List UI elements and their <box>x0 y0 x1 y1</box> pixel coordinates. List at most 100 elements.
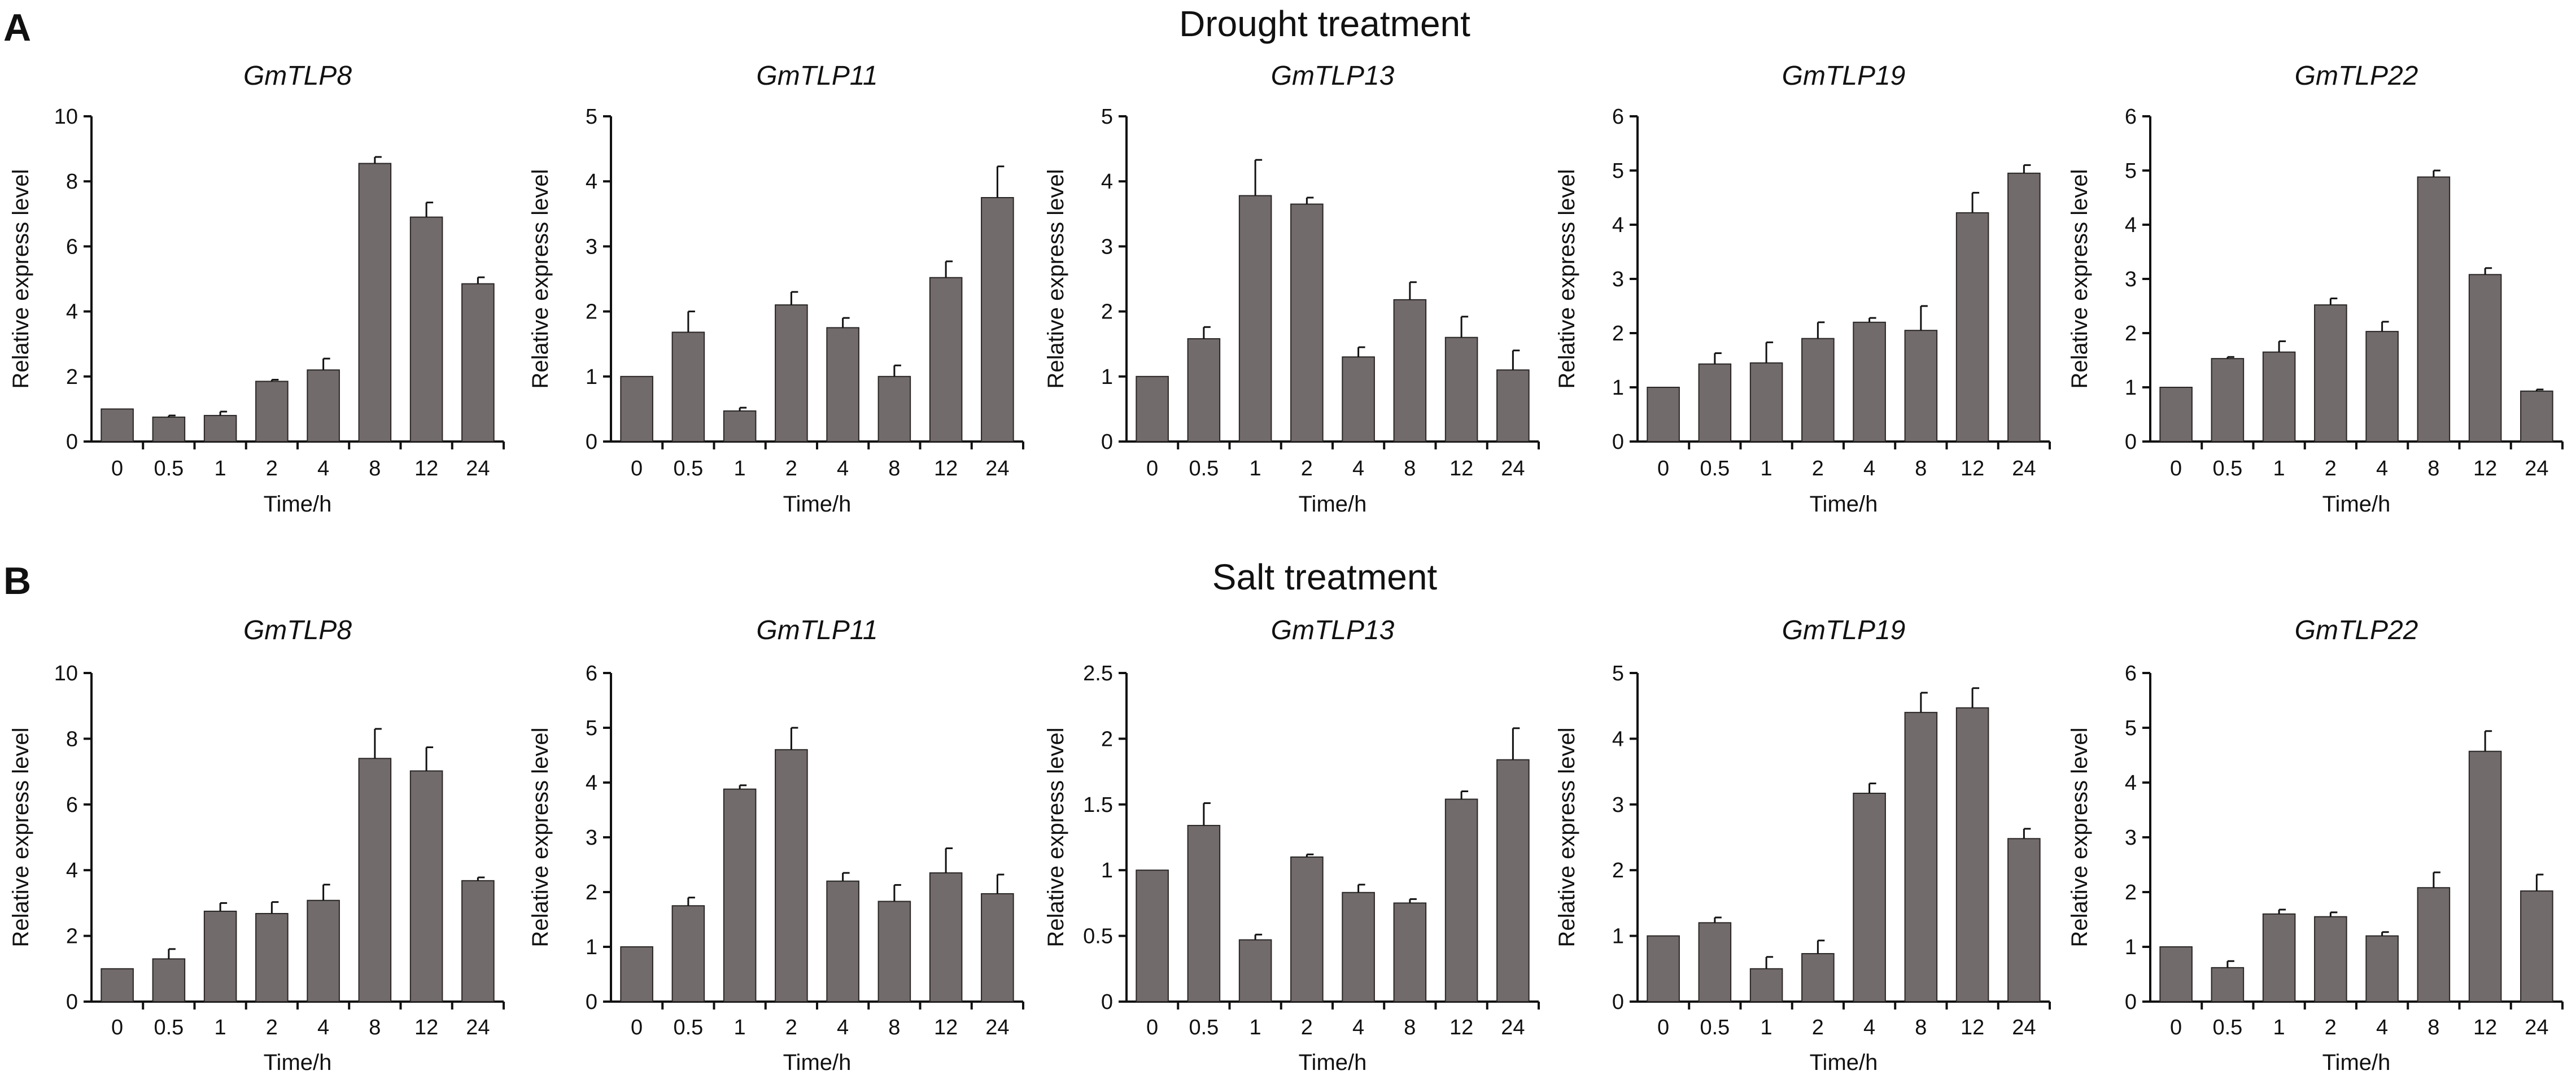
y-tick-label: 1 <box>1612 925 1624 949</box>
bar <box>1496 369 1530 443</box>
bar <box>101 968 134 1003</box>
bar <box>826 327 859 443</box>
x-tick-label: 0 <box>111 457 123 480</box>
panel-title-salt: Salt treatment <box>1212 557 1438 597</box>
y-tick-label: 2.5 <box>1083 662 1113 685</box>
x-tick-label: 0.5 <box>1700 457 1730 480</box>
bar <box>775 749 808 1003</box>
x-tick-label: 1 <box>1761 1016 1772 1039</box>
x-tick-label: 0.5 <box>1189 457 1219 480</box>
bar <box>1187 338 1221 443</box>
y-tick-label: 6 <box>2125 105 2137 129</box>
x-tick-label: 0 <box>1146 1016 1158 1039</box>
y-tick-label: 6 <box>2125 662 2137 685</box>
x-tick-label: 4 <box>317 1016 329 1039</box>
bar <box>2007 838 2041 1002</box>
x-tick-label: 24 <box>466 1016 490 1039</box>
x-tick-label: 0.5 <box>2212 457 2242 480</box>
y-tick-label: 0 <box>66 990 78 1014</box>
y-axis-label: Relative express level <box>1044 727 1068 947</box>
y-tick-label: 1 <box>1612 376 1624 400</box>
y-tick-label: 1 <box>1101 859 1113 882</box>
panel-letter-a: A <box>3 6 31 49</box>
y-tick-label: 4 <box>1101 170 1113 194</box>
x-tick-label: 12 <box>2473 1016 2497 1039</box>
x-tick-label: 2 <box>266 1016 278 1039</box>
x-tick-label: 1 <box>1250 457 1261 480</box>
x-tick-label: 4 <box>2376 457 2388 480</box>
x-tick-label: 12 <box>934 457 958 480</box>
bar <box>461 880 495 1002</box>
x-tick-label: 8 <box>1915 1016 1927 1039</box>
chart-title: GmTLP8 <box>243 61 352 91</box>
y-tick-label: 3 <box>1612 268 1624 291</box>
y-axis-label: Relative express level <box>2067 169 2092 388</box>
x-tick-label: 12 <box>414 457 438 480</box>
x-axis-label: Time/h <box>2322 1050 2391 1075</box>
x-tick-label: 1 <box>734 1016 746 1039</box>
bar <box>1904 711 1938 1002</box>
bar <box>620 946 653 1002</box>
bar <box>2417 887 2451 1002</box>
y-tick-label: 5 <box>586 105 597 129</box>
y-axis-label: Relative express level <box>1555 169 1579 388</box>
bar <box>723 410 757 443</box>
bar <box>2211 358 2245 442</box>
y-tick-label: 4 <box>66 300 78 324</box>
y-tick-label: 10 <box>54 105 78 129</box>
bar <box>2417 176 2451 442</box>
y-tick-label: 2 <box>1612 859 1624 882</box>
x-tick-label: 12 <box>1449 457 1473 480</box>
x-tick-label: 24 <box>2012 1016 2036 1039</box>
y-tick-label: 5 <box>2125 716 2137 740</box>
bar <box>2159 946 2193 1002</box>
y-tick-label: 3 <box>2125 826 2137 850</box>
bar <box>775 304 808 443</box>
bar <box>2520 390 2553 442</box>
x-tick-label: 1 <box>215 457 226 480</box>
bar <box>2365 935 2399 1002</box>
bar <box>1904 330 1938 443</box>
x-axis-label: Time/h <box>1299 1050 1367 1075</box>
x-tick-label: 4 <box>1863 457 1875 480</box>
x-tick-label: 2 <box>2325 1016 2337 1039</box>
bar <box>1749 362 1783 442</box>
x-tick-label: 0 <box>2170 457 2182 480</box>
bar <box>877 375 911 442</box>
x-tick-label: 1 <box>2273 457 2285 480</box>
x-tick-label: 24 <box>2525 457 2548 480</box>
x-axis-label: Time/h <box>264 492 332 517</box>
bar <box>929 277 963 442</box>
bar <box>981 197 1014 442</box>
x-tick-label: 12 <box>2473 457 2497 480</box>
bar <box>101 408 134 443</box>
y-tick-label: 2 <box>2125 322 2137 346</box>
bar <box>826 880 859 1002</box>
y-tick-label: 10 <box>54 662 78 685</box>
bar <box>461 283 495 442</box>
y-tick-label: 8 <box>66 170 78 194</box>
x-tick-label: 8 <box>888 457 900 480</box>
bar <box>620 375 653 442</box>
x-tick-label: 0.5 <box>1700 1016 1730 1039</box>
x-tick-label: 24 <box>1501 1016 1525 1039</box>
bar <box>1853 793 1886 1002</box>
bar <box>1393 902 1427 1003</box>
x-tick-label: 1 <box>2273 1016 2285 1039</box>
bar <box>671 331 705 442</box>
y-tick-label: 4 <box>2125 771 2137 795</box>
bar <box>203 414 237 442</box>
bar <box>981 893 1014 1003</box>
y-tick-label: 1 <box>586 936 597 959</box>
bar <box>358 163 392 442</box>
bar <box>2468 750 2502 1002</box>
x-tick-label: 24 <box>985 1016 1009 1039</box>
x-tick-label: 0 <box>111 1016 123 1039</box>
x-tick-label: 1 <box>215 1016 226 1039</box>
x-tick-label: 2 <box>785 457 797 480</box>
